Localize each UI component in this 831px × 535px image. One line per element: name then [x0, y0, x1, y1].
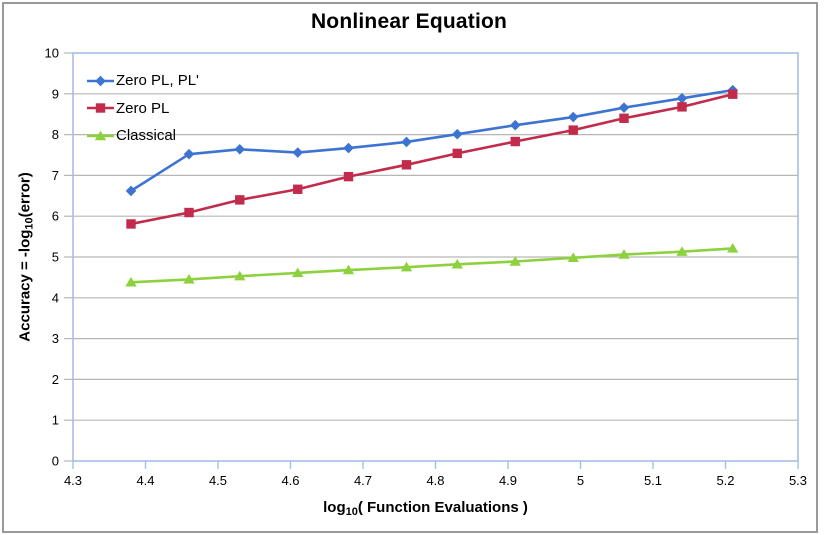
- data-point-zero-pl-11: [728, 89, 738, 99]
- legend-marker-classical: [94, 130, 107, 140]
- data-point-classical-6: [451, 258, 463, 269]
- x-tick-label-4.3: 4.3: [64, 473, 82, 488]
- y-tick-label-9: 9: [52, 86, 59, 101]
- data-point-zero-pl-pl-3: [292, 147, 304, 158]
- y-tick-label-3: 3: [52, 331, 59, 346]
- data-point-zero-pl-8: [568, 125, 578, 135]
- x-tick-label-4.4: 4.4: [136, 473, 154, 488]
- x-tick-label-5.1: 5.1: [644, 473, 662, 488]
- data-point-zero-pl-pl-0: [125, 185, 137, 197]
- data-point-zero-pl-pl-5: [401, 136, 412, 148]
- data-point-zero-pl-3: [293, 184, 303, 194]
- data-point-zero-pl-0: [126, 219, 136, 229]
- series-line-zero-pl: [130, 92, 734, 226]
- data-point-zero-pl-2: [235, 195, 245, 205]
- y-tick-label-7: 7: [52, 168, 59, 183]
- data-point-zero-pl-5: [401, 160, 412, 170]
- x-tick-label-5: 5: [577, 473, 584, 488]
- data-point-zero-pl-pl-8: [567, 111, 579, 123]
- data-point-classical-11: [727, 243, 739, 253]
- data-point-zero-pl-pl-1: [183, 148, 195, 160]
- x-axis-label-text2: ( Function Evaluations ): [357, 499, 528, 516]
- x-axis-label-subscript: 10: [345, 506, 358, 518]
- legend-marker-zero-pl-pl: [95, 75, 106, 87]
- x-tick-label-5.2: 5.2: [716, 473, 734, 488]
- data-point-zero-pl-9: [619, 113, 629, 123]
- legend-label-classical: Classical: [116, 127, 177, 145]
- data-point-zero-pl-pl-7: [509, 119, 521, 131]
- data-point-classical-10: [676, 246, 688, 256]
- data-point-zero-pl-pl-2: [234, 143, 246, 155]
- legend-label-zero-pl: Zero PL: [116, 99, 170, 117]
- legend-label-zero-pl-pl: Zero PL, PL': [116, 72, 199, 90]
- legend-item-classical: Classical: [87, 122, 199, 150]
- y-tick-label-0: 0: [52, 454, 59, 469]
- x-tick-label-4.9: 4.9: [499, 473, 517, 488]
- figure-border: [2, 2, 818, 533]
- y-tick-label-2: 2: [52, 372, 59, 387]
- data-point-classical-0: [125, 276, 137, 287]
- legend-diamond-marker-icon: [87, 75, 114, 87]
- y-tick-label-5: 5: [52, 250, 59, 265]
- legend: Zero PL, PL' Zero PL Classical: [87, 67, 199, 150]
- data-point-classical-4: [342, 264, 355, 275]
- x-axis-label: log10( Function Evaluations ): [63, 499, 788, 518]
- y-tick-label-6: 6: [52, 209, 59, 224]
- data-point-classical-2: [234, 270, 246, 281]
- series-line-zero-pl-pl: [130, 88, 733, 193]
- y-tick-label-10: 10: [45, 46, 59, 61]
- y-axis-label-text2: (error): [16, 172, 34, 218]
- series-line-classical: [130, 247, 733, 284]
- x-axis-label-text: log: [323, 499, 346, 516]
- data-point-zero-pl-1: [184, 207, 194, 218]
- legend-square-marker-icon: [87, 103, 114, 113]
- legend-item-zero-pl: Zero PL: [87, 95, 199, 123]
- y-tick-label-8: 8: [52, 127, 59, 142]
- data-point-zero-pl-6: [452, 148, 462, 159]
- x-tick-label-4.6: 4.6: [281, 473, 299, 488]
- data-point-zero-pl-pl-9: [618, 102, 630, 113]
- data-point-zero-pl-pl-6: [451, 128, 463, 140]
- x-tick-label-4.8: 4.8: [426, 473, 444, 488]
- x-tick-label-5.3: 5.3: [789, 473, 807, 488]
- y-axis-label-text: Accuracy = -log: [16, 229, 34, 342]
- data-point-zero-pl-4: [343, 171, 354, 182]
- data-point-zero-pl-10: [677, 102, 687, 112]
- data-point-zero-pl-pl-4: [343, 142, 354, 154]
- data-point-zero-pl-pl-10: [676, 92, 688, 104]
- data-point-classical-3: [292, 267, 304, 278]
- y-axis-label-subscript: 10: [23, 217, 36, 230]
- legend-marker-zero-pl: [95, 103, 106, 113]
- x-tick-label-4.7: 4.7: [354, 473, 372, 488]
- y-axis-label: Accuracy = -log10(error): [17, 172, 36, 341]
- plot-border: [72, 52, 799, 462]
- y-tick-label-4: 4: [52, 290, 59, 305]
- data-point-classical-5: [400, 261, 413, 272]
- data-point-zero-pl-7: [510, 136, 520, 147]
- x-tick-label-4.5: 4.5: [209, 473, 227, 488]
- data-point-classical-9: [618, 249, 630, 259]
- y-tick-label-1: 1: [52, 413, 59, 428]
- legend-triangle-marker-icon: [87, 130, 114, 140]
- data-point-classical-1: [183, 274, 195, 284]
- legend-item-zero-pl-pl: Zero PL, PL': [87, 67, 199, 95]
- chart-title: Nonlinear Equation: [310, 10, 508, 33]
- data-point-classical-8: [567, 252, 579, 263]
- data-point-classical-7: [509, 256, 521, 266]
